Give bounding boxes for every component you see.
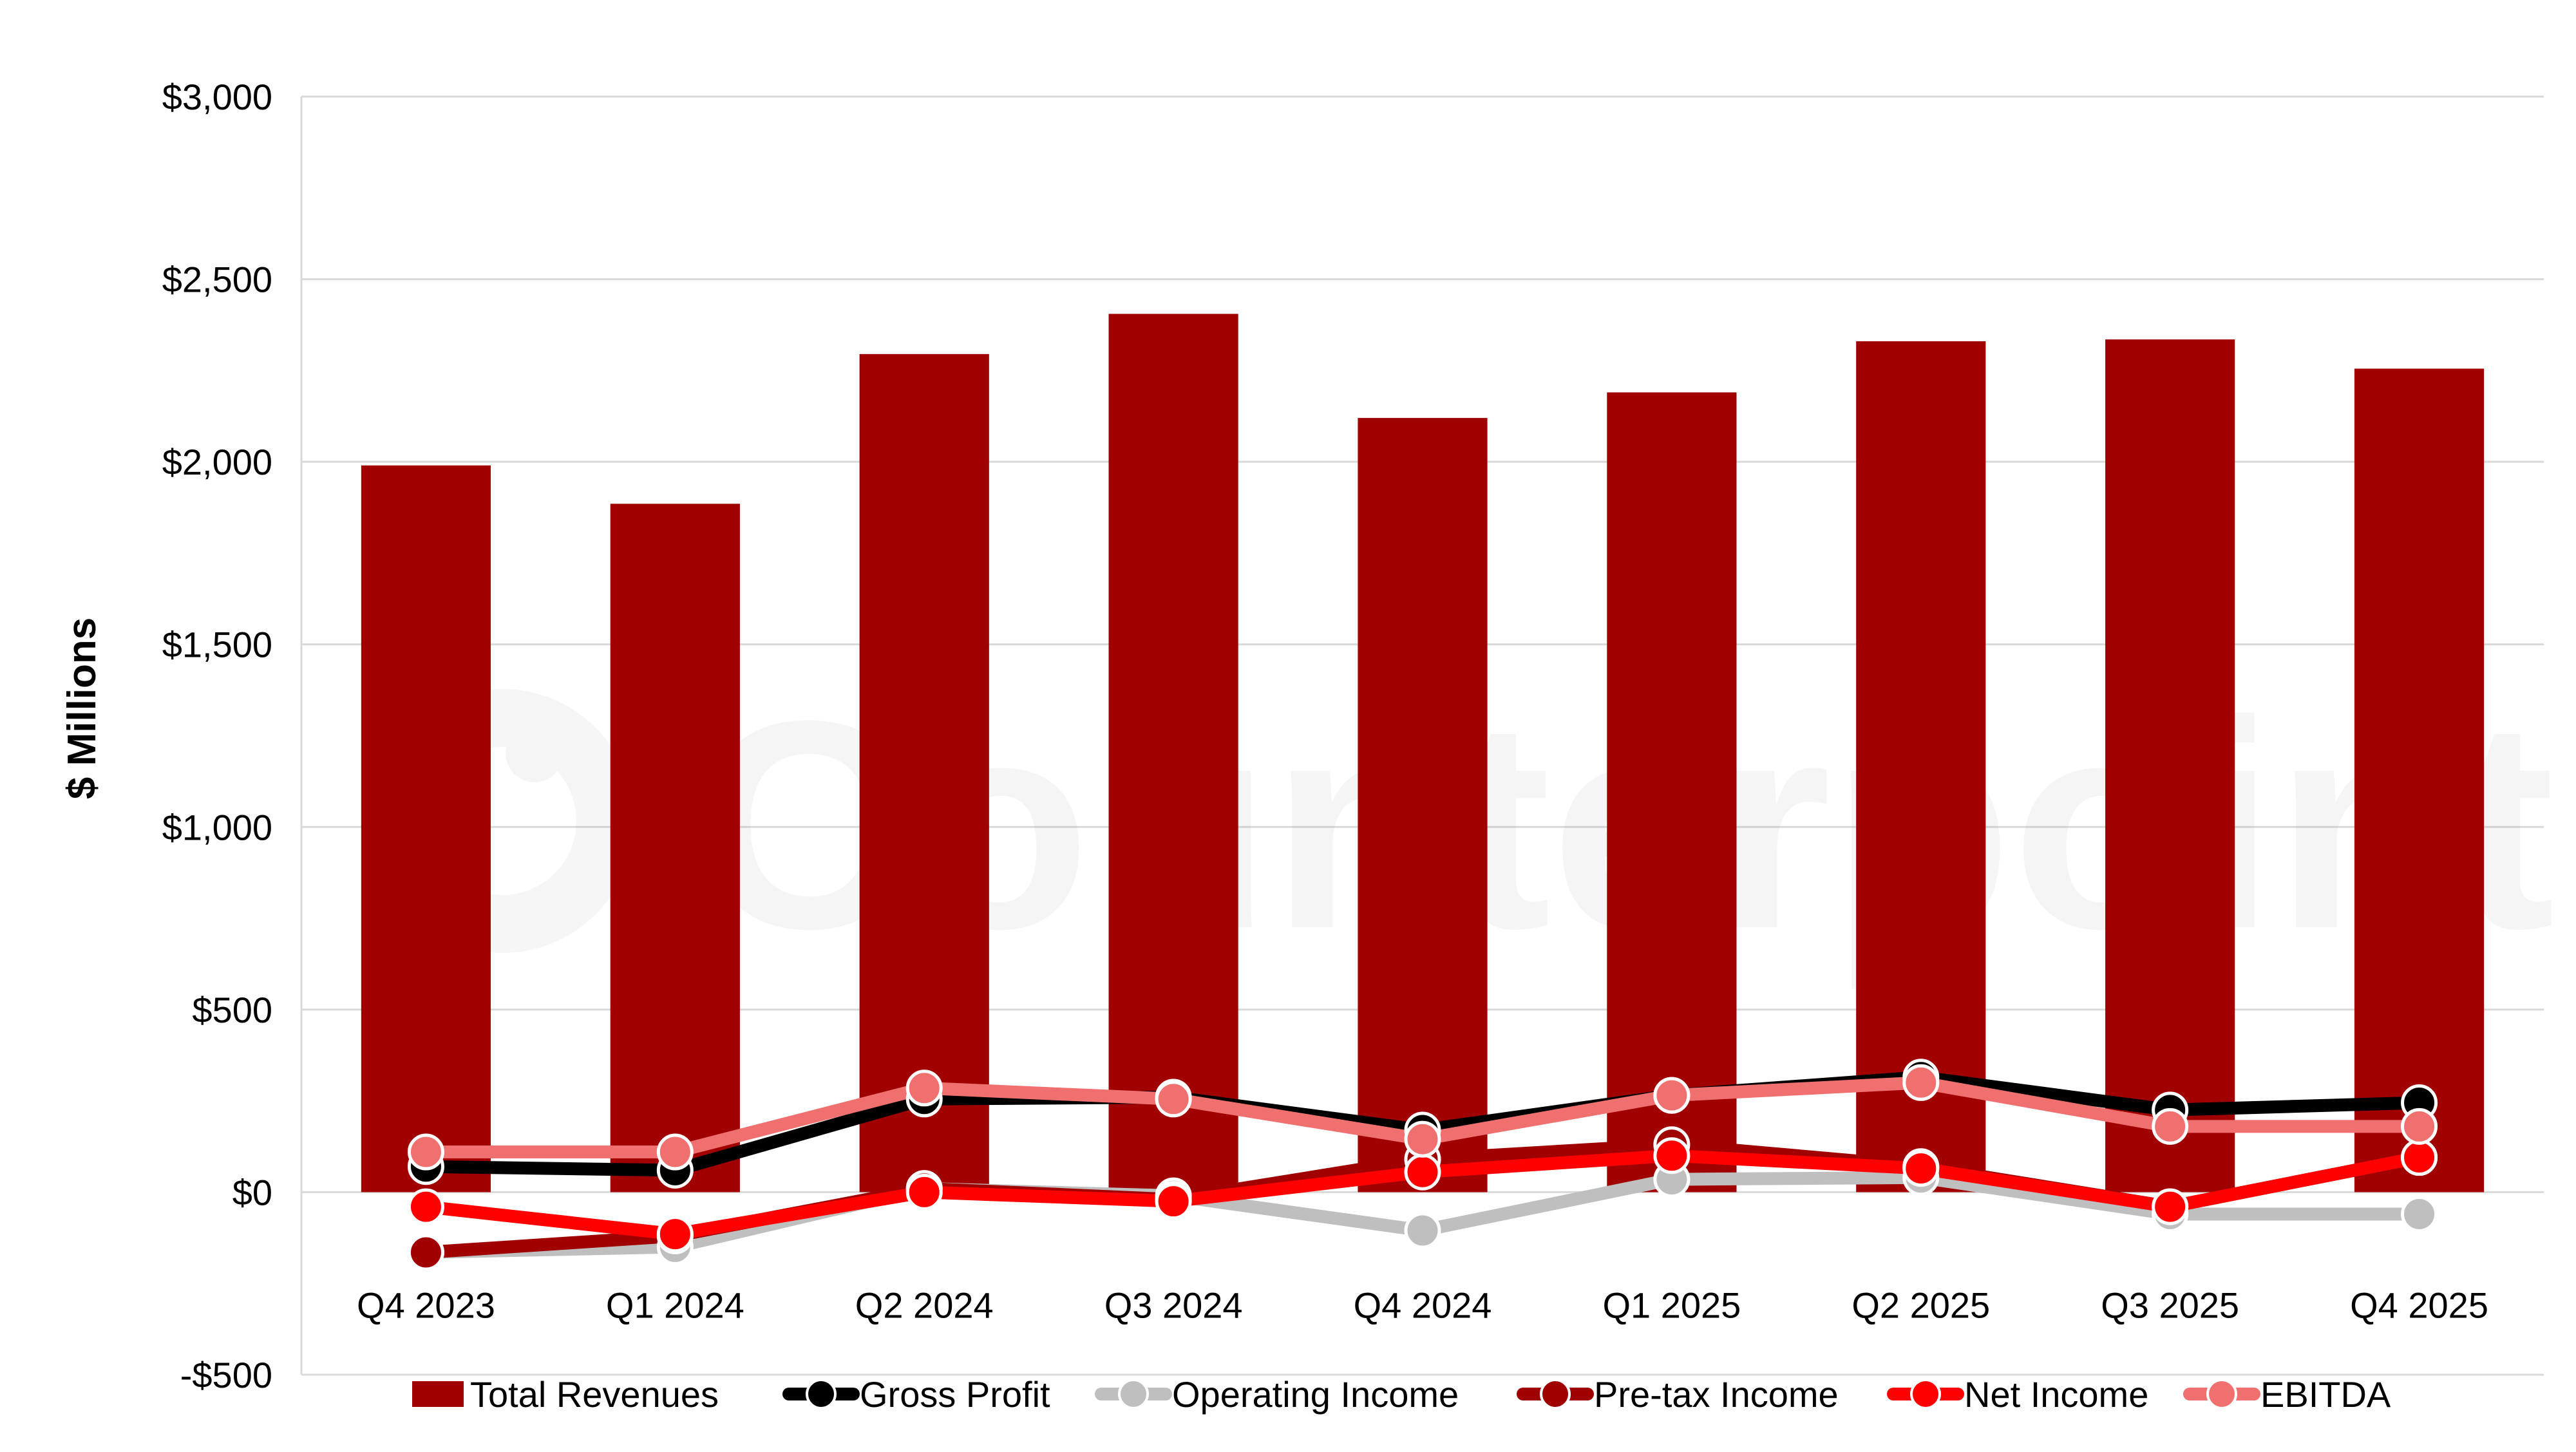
data-point xyxy=(2401,1195,2438,1232)
legend-swatch-marker xyxy=(2206,1379,2237,1410)
bar xyxy=(2354,368,2485,1193)
lines xyxy=(407,1059,2438,1271)
y-tick-label: -$500 xyxy=(180,1355,272,1395)
legend-swatch-marker xyxy=(1540,1379,1571,1410)
y-tick-label: $1,500 xyxy=(162,625,272,665)
legend-label: Gross Profit xyxy=(860,1374,1050,1415)
bar xyxy=(1607,392,1737,1193)
legend-swatch-bar xyxy=(412,1381,464,1407)
bar xyxy=(610,504,740,1193)
x-tick-label: Q3 2024 xyxy=(1104,1285,1243,1325)
y-tick-label: $2,000 xyxy=(162,442,272,482)
data-point xyxy=(1404,1212,1441,1249)
data-point xyxy=(407,1234,444,1271)
data-point xyxy=(1404,1120,1441,1158)
data-point xyxy=(407,1133,444,1171)
y-tick-label: $0 xyxy=(232,1172,272,1212)
data-point xyxy=(407,1188,444,1225)
y-tick-label: $2,500 xyxy=(162,259,272,300)
x-tick-label: Q1 2025 xyxy=(1602,1285,1741,1325)
watermark-logo-dot xyxy=(506,724,564,782)
data-point xyxy=(1155,1080,1192,1118)
data-point xyxy=(905,1070,943,1107)
y-tick-label: $1,000 xyxy=(162,807,272,847)
legend-label: Total Revenues xyxy=(470,1374,719,1415)
y-tick-label: $500 xyxy=(192,990,272,1030)
legend-label: Pre-tax Income xyxy=(1594,1374,1839,1415)
data-point xyxy=(2401,1108,2438,1145)
data-point xyxy=(2401,1139,2438,1176)
legend-label: EBITDA xyxy=(2260,1374,2391,1415)
bars xyxy=(361,314,2485,1193)
data-point xyxy=(656,1216,694,1253)
x-tick-label: Q4 2025 xyxy=(2350,1285,2488,1325)
bar xyxy=(1108,314,1238,1193)
data-point xyxy=(656,1133,694,1171)
bar xyxy=(1358,418,1488,1193)
data-point xyxy=(1155,1183,1192,1220)
data-point xyxy=(1902,1150,1940,1187)
data-point xyxy=(2152,1108,2189,1145)
data-point xyxy=(1404,1153,1441,1191)
y-axis-label: $ Millions xyxy=(60,618,104,799)
bar xyxy=(2105,339,2235,1193)
legend-swatch-marker xyxy=(1118,1379,1149,1410)
bar xyxy=(1856,341,1986,1193)
x-tick-label: Q2 2025 xyxy=(1852,1285,1990,1325)
x-tick-label: Q3 2025 xyxy=(2101,1285,2239,1325)
x-tick-label: Q1 2024 xyxy=(606,1285,744,1325)
x-tick-label: Q2 2024 xyxy=(855,1285,994,1325)
data-point xyxy=(1653,1137,1690,1174)
axes: -$500 $0 $500 $1,000 $1,500 $2,000 $2,500 $3,00… xyxy=(162,77,2488,1395)
legend-label: Operating Income xyxy=(1172,1374,1459,1415)
data-point xyxy=(2152,1188,2189,1225)
legend-swatch-marker xyxy=(806,1379,837,1410)
bar xyxy=(361,465,491,1193)
data-point xyxy=(1653,1077,1690,1114)
legend: Total Revenues Gross Profit Operating Inco… xyxy=(412,1374,2391,1415)
legend-swatch-marker xyxy=(1910,1379,1941,1410)
data-point xyxy=(1902,1064,1940,1101)
legend-label: Net Income xyxy=(1964,1374,2148,1415)
data-point xyxy=(905,1173,943,1211)
x-tick-label: Q4 2023 xyxy=(357,1285,495,1325)
bar xyxy=(859,354,989,1193)
x-tick-label: Q4 2024 xyxy=(1354,1285,1492,1325)
y-tick-label: $3,000 xyxy=(162,77,272,117)
